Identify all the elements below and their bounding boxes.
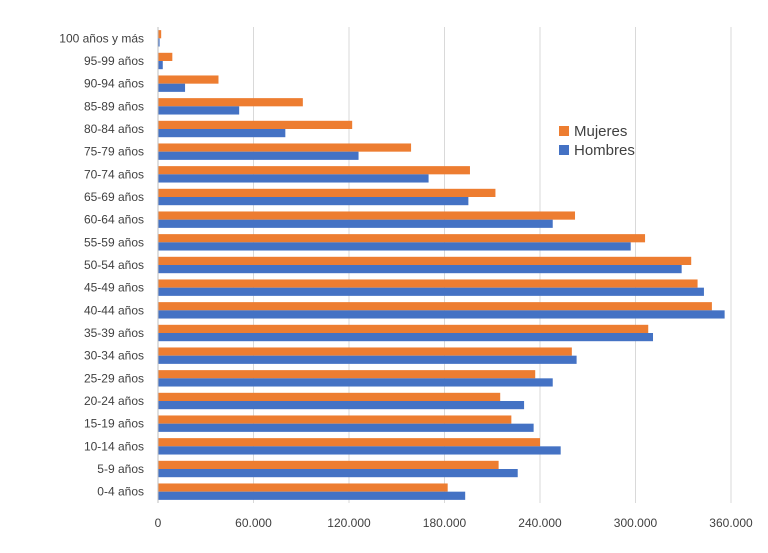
bar-mujeres (158, 98, 303, 107)
category-label: 65-69 años (84, 190, 144, 204)
legend: Mujeres Hombres (559, 123, 635, 159)
bar-hombres (158, 197, 469, 206)
x-tick-label: 180.000 (423, 516, 467, 530)
category-label: 40-44 años (84, 303, 144, 317)
axis-layer: 0 60.000 120.000 180.000 240.000 300.000 360.0… (59, 27, 753, 530)
bar-hombres (158, 378, 553, 387)
category-label: 85-89 años (84, 99, 144, 113)
bar-mujeres (158, 460, 499, 469)
category-label: 60-64 años (84, 213, 144, 227)
bar-hombres (158, 287, 704, 296)
bar-hombres (158, 151, 359, 160)
bar-mujeres (158, 415, 512, 424)
bar-hombres (158, 446, 561, 455)
legend-label-hombres: Hombres (574, 142, 635, 159)
bar-mujeres (158, 30, 162, 39)
bar-mujeres (158, 166, 470, 175)
bar-hombres (158, 219, 553, 228)
bar-mujeres (158, 75, 219, 84)
category-label: 35-39 años (84, 326, 144, 340)
bar-mujeres (158, 392, 501, 401)
bar-hombres (158, 129, 286, 138)
legend-swatch-mujeres (559, 126, 569, 136)
bars-layer (158, 30, 725, 500)
bar-hombres (158, 491, 466, 500)
legend-swatch-hombres (559, 145, 569, 155)
bar-hombres (158, 106, 240, 115)
bar-mujeres (158, 120, 353, 129)
category-label: 25-29 años (84, 371, 144, 385)
category-label: 15-19 años (84, 417, 144, 431)
bar-mujeres (158, 279, 698, 288)
bar-hombres (158, 423, 534, 432)
bar-hombres (158, 242, 631, 251)
bar-hombres (158, 83, 186, 92)
category-label: 5-9 años (97, 462, 144, 476)
category-label: 50-54 años (84, 258, 144, 272)
bar-mujeres (158, 483, 448, 492)
bar-mujeres (158, 370, 536, 379)
bar-hombres (158, 38, 160, 47)
bar-mujeres (158, 438, 540, 447)
bar-hombres (158, 355, 577, 364)
category-label: 20-24 años (84, 394, 144, 408)
bar-mujeres (158, 52, 173, 61)
bar-mujeres (158, 188, 496, 197)
category-label: 55-59 años (84, 235, 144, 249)
bar-hombres (158, 333, 654, 342)
category-label: 75-79 años (84, 145, 144, 159)
bar-mujeres (158, 234, 646, 243)
bar-mujeres (158, 256, 692, 265)
x-tick-label: 0 (155, 516, 162, 530)
x-tick-label: 360.000 (709, 516, 753, 530)
x-tick-label: 60.000 (235, 516, 272, 530)
category-label: 70-74 años (84, 167, 144, 181)
category-label: 100 años y más (59, 31, 144, 45)
category-label: 0-4 años (97, 485, 144, 499)
bar-hombres (158, 174, 429, 183)
category-label: 10-14 años (84, 439, 144, 453)
bar-hombres (158, 401, 525, 410)
bar-mujeres (158, 347, 572, 356)
bar-hombres (158, 310, 725, 319)
bar-mujeres (158, 143, 412, 152)
bar-mujeres (158, 302, 712, 311)
bar-hombres (158, 469, 518, 478)
x-tick-label: 120.000 (327, 516, 371, 530)
category-label: 90-94 años (84, 77, 144, 91)
bar-hombres (158, 61, 163, 70)
category-label: 80-84 años (84, 122, 144, 136)
category-label: 45-49 años (84, 281, 144, 295)
bar-hombres (158, 265, 682, 274)
x-tick-label: 300.000 (614, 516, 658, 530)
category-label: 95-99 años (84, 54, 144, 68)
legend-label-mujeres: Mujeres (574, 123, 627, 140)
bar-mujeres (158, 211, 576, 220)
category-label: 30-34 años (84, 349, 144, 363)
x-tick-label: 240.000 (518, 516, 562, 530)
bar-mujeres (158, 324, 649, 333)
